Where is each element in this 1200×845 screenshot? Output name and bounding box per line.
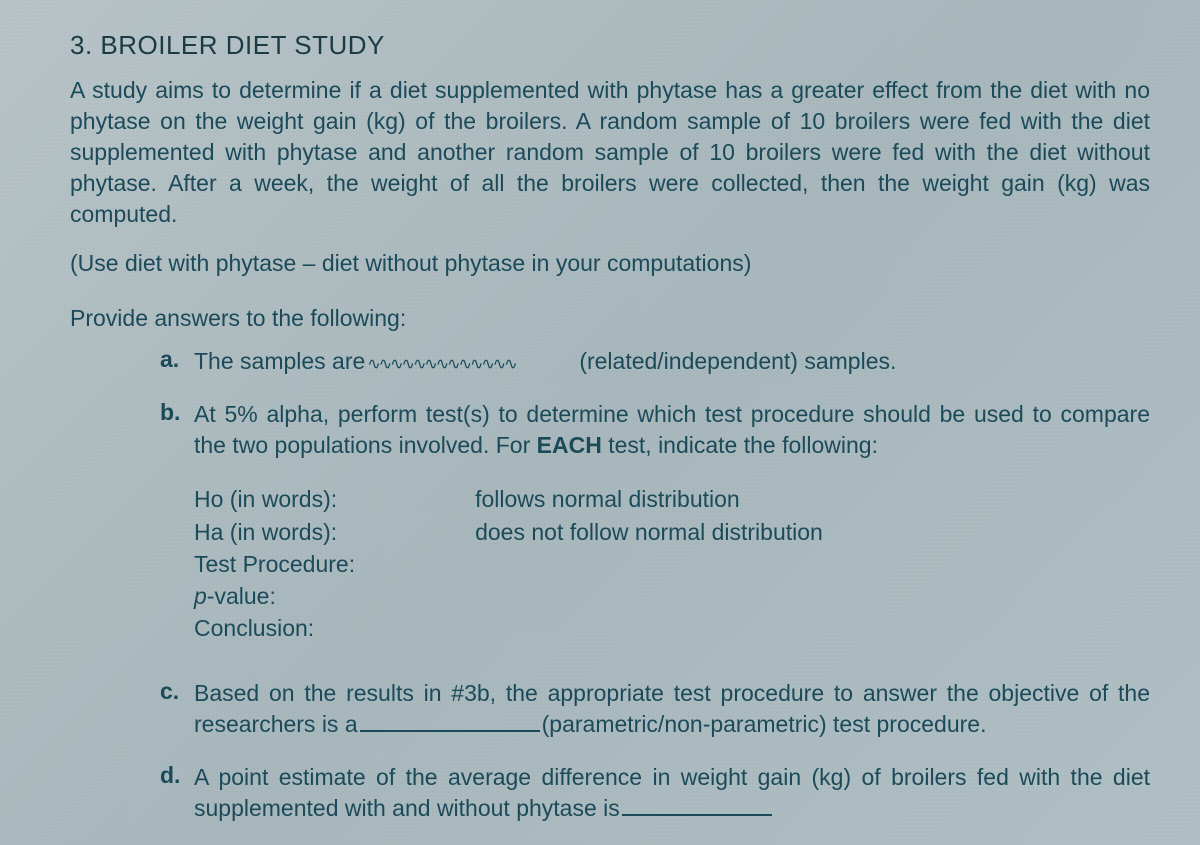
item-a: a. The samples are (related/independent) … — [70, 346, 1150, 377]
ha-label: Ha (in words): — [194, 516, 355, 548]
blank-c — [358, 711, 542, 737]
test-procedure-label: Test Procedure: — [194, 548, 355, 580]
item-b-right-col: follows normal distribution does not fol… — [475, 483, 823, 644]
item-b-columns: Ho (in words): Ha (in words): Test Proce… — [70, 483, 1150, 644]
follows-normal: follows normal distribution — [475, 483, 823, 515]
pvalue-label: p-value: — [194, 580, 355, 612]
item-d: d. A point estimate of the average diffe… — [70, 762, 1150, 824]
not-follow-normal: does not follow normal distribution — [475, 516, 823, 548]
item-b-body: At 5% alpha, perform test(s) to determin… — [194, 399, 1150, 461]
item-b-each: EACH — [537, 432, 602, 458]
ho-label: Ho (in words): — [194, 483, 355, 515]
computation-note: (Use diet with phytase – diet without ph… — [70, 250, 1150, 277]
item-d-body: A point estimate of the average differen… — [194, 762, 1150, 824]
item-c-body: Based on the results in #3b, the appropr… — [194, 678, 1150, 740]
item-c-letter: c. — [160, 678, 194, 740]
item-a-letter: a. — [160, 346, 194, 377]
blank-a — [367, 355, 577, 369]
item-c-post: (parametric/non-parametric) test procedu… — [542, 711, 987, 737]
item-c: c. Based on the results in #3b, the appr… — [70, 678, 1150, 740]
item-b-letter: b. — [160, 399, 194, 461]
instructions-lead: Provide answers to the following: — [70, 305, 1150, 332]
study-paragraph: A study aims to determine if a diet supp… — [70, 75, 1150, 230]
item-a-post: (related/independent) samples. — [579, 348, 896, 374]
item-b-post: test, indicate the following: — [602, 432, 878, 458]
question-title: 3. BROILER DIET STUDY — [70, 30, 1150, 61]
item-b: b. At 5% alpha, perform test(s) to deter… — [70, 399, 1150, 461]
item-a-pre: The samples are — [194, 348, 365, 374]
blank-d — [620, 795, 772, 821]
conclusion-label: Conclusion: — [194, 612, 355, 644]
item-d-letter: d. — [160, 762, 194, 824]
item-b-left-col: Ho (in words): Ha (in words): Test Proce… — [194, 483, 355, 644]
item-a-body: The samples are (related/independent) sam… — [194, 346, 1150, 377]
